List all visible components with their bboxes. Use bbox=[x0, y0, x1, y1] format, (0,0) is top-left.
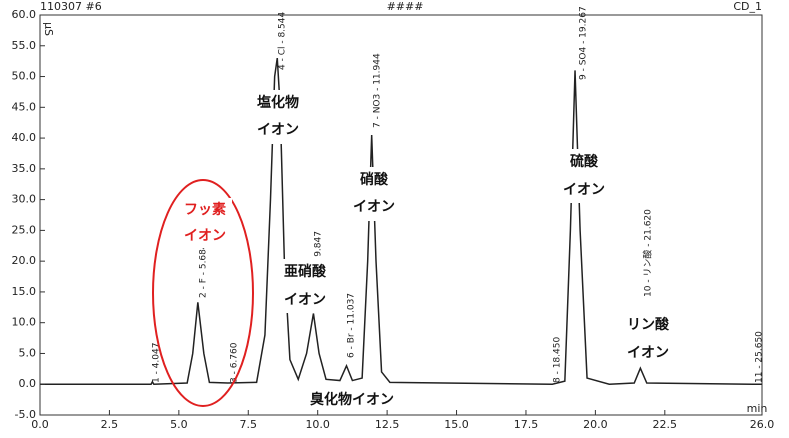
y-tick-label: 55.0 bbox=[12, 39, 37, 52]
y-tick-label: 20.0 bbox=[12, 254, 37, 267]
y-tick-label: 5.0 bbox=[19, 346, 37, 359]
y-tick-label: 60.0 bbox=[12, 8, 37, 21]
label-bg bbox=[302, 390, 402, 410]
y-tick-label: 30.0 bbox=[12, 193, 37, 206]
y-unit: µS bbox=[42, 22, 55, 36]
y-tick-label: 50.0 bbox=[12, 70, 37, 83]
annotation: フッ素 bbox=[184, 201, 226, 218]
x-unit: min bbox=[747, 402, 768, 415]
annotation: イオン bbox=[257, 122, 299, 138]
label-bg bbox=[558, 149, 610, 203]
peak-label: 4 - Cl - 8.544 bbox=[278, 12, 288, 70]
x-tick-label: 0.0 bbox=[31, 418, 49, 431]
annotation: 硝酸 bbox=[360, 171, 389, 188]
y-tick-label: 15.0 bbox=[12, 285, 37, 298]
peak-label: 7 - NO3 - 11.944 bbox=[373, 53, 383, 128]
y-tick-label: 35.0 bbox=[12, 162, 37, 175]
peak-label: 2 - F - 5.684 bbox=[199, 243, 209, 298]
x-tick-label: 17.5 bbox=[514, 418, 539, 431]
y-tick-label: -5.0 bbox=[15, 408, 36, 421]
annotation: イオン bbox=[353, 199, 395, 215]
annotation: 臭化物イオン bbox=[310, 391, 394, 408]
header-left: 110307 #6 bbox=[40, 0, 102, 13]
x-tick-label: 15.0 bbox=[444, 418, 469, 431]
annotation: 硫酸 bbox=[570, 153, 599, 170]
label-bg bbox=[276, 259, 334, 313]
label-bg bbox=[178, 198, 232, 248]
highlight-ellipse bbox=[152, 179, 254, 407]
x-tick-label: 7.5 bbox=[240, 418, 258, 431]
header-center: #### bbox=[387, 0, 424, 13]
plot-frame bbox=[39, 14, 763, 416]
signal-line bbox=[40, 57, 762, 385]
y-tick-label: 25.0 bbox=[12, 223, 37, 236]
peak-label: 3 - 6.760 bbox=[230, 342, 240, 383]
annotation: イオン bbox=[563, 182, 605, 198]
x-tick-label: 20.0 bbox=[583, 418, 608, 431]
annotation: イオン bbox=[284, 292, 326, 308]
x-tick-label: 26.0 bbox=[750, 418, 775, 431]
peak-label: 1 - 4.047 bbox=[152, 343, 162, 383]
label-bg bbox=[250, 90, 306, 144]
peak-label: 6 - Br - 11.037 bbox=[347, 293, 357, 358]
peak-label: 9 - SO4 - 19.267 bbox=[579, 6, 589, 80]
x-tick-label: 12.5 bbox=[375, 418, 400, 431]
peak-label: 10 - リン酸 - 21.620 bbox=[643, 209, 654, 297]
y-tick-label: 45.0 bbox=[12, 100, 37, 113]
header-right: CD_1 bbox=[733, 0, 762, 13]
annotation: 塩化物 bbox=[257, 94, 299, 111]
label-bg bbox=[350, 167, 398, 221]
x-tick-label: 10.0 bbox=[305, 418, 330, 431]
x-tick-label: 22.5 bbox=[653, 418, 678, 431]
x-tick-label: 2.5 bbox=[101, 418, 119, 431]
annotation: イオン bbox=[184, 228, 226, 244]
y-tick-label: 0.0 bbox=[19, 377, 37, 390]
peak-label: 8 - 18.450 bbox=[553, 337, 563, 383]
y-tick-label: 10.0 bbox=[12, 316, 37, 329]
annotation: リン酸 bbox=[627, 316, 670, 333]
y-tick-label: 40.0 bbox=[12, 131, 37, 144]
x-tick-label: 5.0 bbox=[170, 418, 188, 431]
label-bg bbox=[620, 312, 676, 366]
peak-label: 11 - 25.650 bbox=[755, 331, 765, 383]
annotation: イオン bbox=[627, 345, 669, 361]
annotation: 亜硝酸 bbox=[284, 263, 327, 280]
